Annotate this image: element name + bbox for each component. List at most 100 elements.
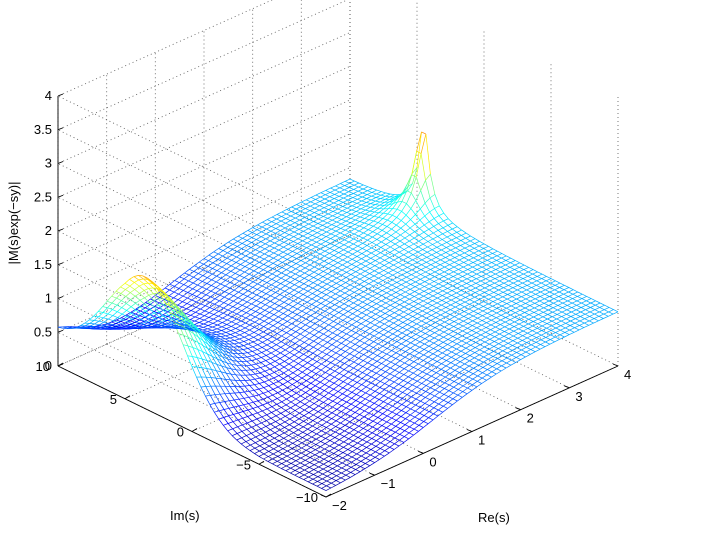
mesh-segment-re (250, 327, 255, 330)
mesh-segment-im (424, 355, 428, 357)
mesh-segment-im (251, 445, 255, 448)
mesh-segment-re (191, 312, 196, 315)
mesh-segment-im (375, 397, 380, 399)
mesh-segment-re (362, 256, 367, 259)
mesh-segment-im (469, 255, 474, 257)
mesh-segment-im (502, 301, 507, 303)
mesh-segment-im (383, 286, 388, 288)
mesh-segment-im (483, 306, 487, 308)
mesh-segment-im (372, 371, 377, 373)
mesh-segment-im (329, 319, 333, 321)
mesh-segment-im (420, 347, 425, 349)
mesh-segment-im (361, 391, 366, 393)
mesh-segment-im (228, 242, 233, 244)
mesh-segment-im (584, 323, 589, 325)
mesh-segment-re (118, 322, 123, 324)
mesh-segment-im (379, 400, 383, 402)
mesh-segment-re (339, 250, 344, 253)
mesh-segment-im (532, 288, 537, 290)
mesh-segment-im (345, 431, 350, 433)
mesh-segment-im (302, 372, 307, 375)
mesh-segment-im (444, 394, 449, 396)
mesh-segment-im (333, 271, 337, 273)
mesh-segment-im (391, 424, 395, 426)
mesh-segment-im (374, 221, 379, 223)
mesh-segment-im (362, 385, 367, 387)
mesh-segment-im (232, 250, 237, 252)
mesh-segment-im (515, 261, 519, 263)
mesh-segment-im (210, 395, 214, 403)
mesh-segment-im (263, 332, 268, 334)
mesh-segment-im (275, 238, 280, 240)
mesh-segment-im (289, 364, 294, 367)
mesh-segment-im (515, 270, 519, 272)
mesh-segment-im (191, 311, 195, 313)
mesh-segment-im (332, 478, 336, 480)
mesh-segment-im (537, 276, 542, 278)
mesh-segment-im (262, 222, 267, 224)
mesh-segment-im (445, 383, 450, 385)
mesh-segment-re (314, 210, 319, 213)
mesh-segment-im (117, 308, 121, 312)
mesh-segment-re (372, 190, 377, 192)
mesh-segment-re (200, 311, 205, 314)
mesh-segment-im (318, 224, 323, 226)
mesh-segment-im (325, 195, 329, 197)
mesh-segment-re (108, 319, 113, 321)
mesh-segment-im (462, 341, 467, 343)
mesh-segment-im (319, 215, 324, 217)
mesh-segment-im (300, 413, 305, 416)
mesh-segment-im (382, 426, 387, 428)
mesh-segment-im (556, 328, 561, 330)
mesh-segment-im (363, 361, 368, 363)
mesh-segment-im (533, 270, 538, 272)
mesh-segment-im (117, 301, 121, 306)
mesh-segment-im (345, 293, 349, 295)
mesh-segment-im (188, 287, 193, 289)
mesh-segment-im (360, 341, 365, 343)
mesh-segment-im (371, 323, 375, 325)
mesh-segment-im (308, 363, 313, 366)
mesh-segment-re (407, 193, 412, 204)
mesh-segment-im (229, 401, 234, 407)
mesh-segment-im (336, 294, 341, 296)
mesh-segment-im (374, 216, 379, 217)
mesh-segment-re (425, 198, 430, 203)
mesh-segment-im (575, 323, 580, 325)
mesh-segment-im (211, 291, 216, 293)
mesh-segment-re (392, 225, 397, 229)
mesh-segment-im (278, 260, 282, 262)
mesh-segment-im (277, 466, 281, 468)
mesh-segment-im (369, 340, 373, 342)
mesh-segment-im (539, 315, 543, 317)
mesh-segment-im (426, 262, 431, 264)
mesh-segment-im (375, 261, 379, 263)
mesh-segment-im (242, 311, 247, 313)
mesh-segment-im (485, 342, 490, 344)
mesh-segment-im (429, 294, 433, 296)
mesh-segment-re (250, 255, 255, 258)
mesh-segment-im (417, 324, 422, 326)
mesh-segment-im (591, 303, 596, 305)
mesh-segment-im (412, 175, 417, 177)
mesh-segment-im (347, 465, 351, 467)
mesh-segment-im (363, 440, 367, 442)
mesh-segment-im (222, 262, 226, 264)
mesh-segment-im (304, 480, 308, 482)
mesh-segment-im (495, 332, 499, 334)
mesh-segment-im (242, 362, 246, 366)
mesh-segment-im (435, 272, 440, 274)
mesh-segment-im (463, 386, 467, 388)
mesh-segment-re (330, 194, 335, 196)
mesh-segment-re (226, 271, 231, 275)
mesh-segment-re (154, 300, 159, 305)
mesh-segment-im (357, 382, 362, 384)
mesh-segment-im (455, 376, 460, 378)
mesh-segment-im (362, 248, 366, 250)
mesh-segment-re (400, 232, 405, 235)
mesh-segment-im (235, 279, 239, 281)
mesh-segment-im (296, 399, 300, 402)
mesh-segment-im (243, 233, 248, 235)
mesh-segment-re (305, 206, 310, 208)
mesh-segment-im (256, 245, 261, 247)
